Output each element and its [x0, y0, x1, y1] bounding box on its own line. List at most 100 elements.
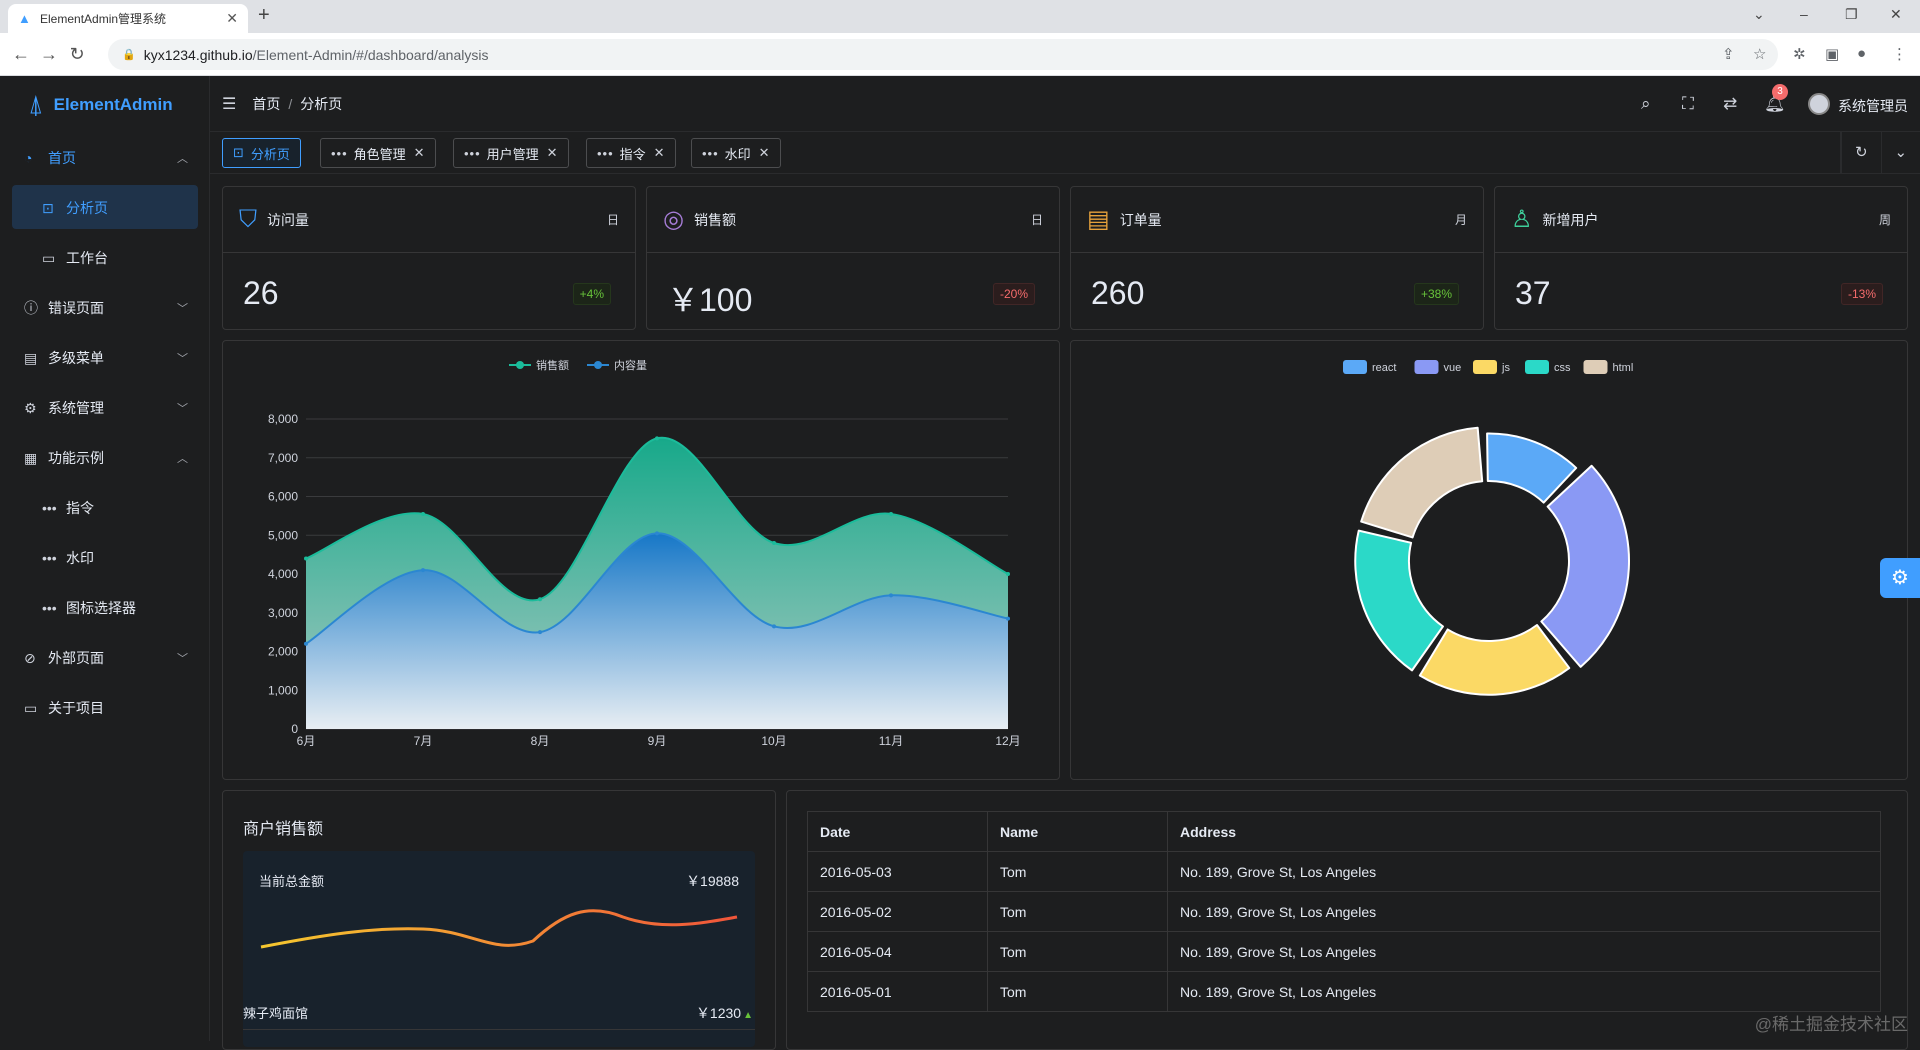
close-tab-icon[interactable]: ✕ — [226, 10, 238, 27]
stat-card-orders: ▤订单量月 260 +38% — [1070, 186, 1484, 330]
close-icon[interactable]: ✕ — [654, 145, 665, 161]
language-icon[interactable]: ⇄ — [1723, 94, 1737, 114]
chevron-down-icon: ﹀ — [177, 650, 188, 666]
cell-address: No. 189, Grove St, Los Angeles — [1168, 892, 1881, 932]
stat-title: 新增用户 — [1543, 210, 1599, 230]
column-header-name[interactable]: Name — [988, 812, 1168, 852]
more-icon: ••• — [42, 500, 60, 516]
breadcrumb-home[interactable]: 首页 — [252, 96, 280, 112]
close-window-icon[interactable]: ✕ — [1890, 6, 1902, 23]
username[interactable]: 系统管理员 — [1838, 96, 1908, 116]
refresh-icon[interactable]: ↻ — [1841, 132, 1881, 174]
stat-period: 月 — [1455, 211, 1467, 228]
stat-title: 访问量 — [267, 210, 309, 230]
y-tick-label: 6,000 — [268, 490, 298, 504]
sidebar-item-label: 首页 — [48, 148, 76, 168]
cell-date: 2016-05-02 — [808, 892, 988, 932]
forward-icon[interactable]: → — [36, 44, 62, 65]
sidebar-item-home[interactable]: ◔首页︿ — [0, 133, 210, 183]
tag-label: 角色管理 — [354, 144, 406, 163]
x-tick-label: 8月 — [531, 734, 550, 748]
sidebar-item-label: 错误页面 — [48, 298, 104, 318]
close-icon[interactable]: ✕ — [414, 145, 425, 161]
address-bar[interactable]: 🔒 kyx1234.github.io/Element-Admin/#/dash… — [108, 39, 1778, 70]
sparkline-path — [261, 911, 737, 947]
sidebar-item-external[interactable]: ⊘外部页面﹀ — [0, 633, 210, 683]
column-header-date[interactable]: Date — [808, 812, 988, 852]
legend-swatch — [1473, 360, 1497, 374]
stat-change: +4% — [573, 283, 611, 305]
sidebar-item-directive[interactable]: •••指令 — [0, 483, 210, 533]
close-icon[interactable]: ✕ — [547, 145, 558, 161]
star-icon[interactable]: ☆ — [1753, 45, 1766, 63]
menu-icon[interactable]: ⋮ — [1892, 45, 1907, 63]
avatar[interactable] — [1808, 93, 1830, 115]
data-point — [304, 642, 308, 646]
share-icon[interactable]: ⇪ — [1722, 45, 1735, 63]
x-tick-label: 10月 — [761, 734, 786, 748]
stat-card-new-users: ♙新增用户周 37 -13% — [1494, 186, 1908, 330]
legend-marker — [594, 361, 602, 369]
sidebar-item-workbench[interactable]: ▭工作台 — [0, 233, 210, 283]
stat-value: ￥100 — [667, 275, 752, 321]
sidebar-item-icon-picker[interactable]: •••图标选择器 — [0, 583, 210, 633]
sidebar-item-system[interactable]: ⚙系统管理﹀ — [0, 383, 210, 433]
sidebar-item-examples[interactable]: ▦功能示例︿ — [0, 433, 210, 483]
sidebar-item-multilevel-menu[interactable]: ▤多级菜单﹀ — [0, 333, 210, 383]
data-point — [772, 624, 776, 628]
x-tick-label: 6月 — [297, 734, 316, 748]
sidebar-item-about[interactable]: ▭关于项目 — [0, 683, 210, 733]
collapse-menu-icon[interactable]: ☰ — [222, 94, 236, 114]
sidepanel-icon[interactable]: ▣ — [1825, 45, 1839, 63]
fullscreen-icon[interactable]: ⛶ — [1682, 94, 1694, 114]
tag-analysis[interactable]: ⊡分析页 — [222, 138, 301, 168]
stat-card-visits: ⛉访问量日 26 +4% — [222, 186, 636, 330]
new-tab-button[interactable]: + — [258, 4, 270, 27]
column-header-address[interactable]: Address — [1168, 812, 1881, 852]
back-icon[interactable]: ← — [8, 44, 34, 65]
cell-address: No. 189, Grove St, Los Angeles — [1168, 932, 1881, 972]
sidebar-item-analysis[interactable]: ⊡分析页 — [0, 183, 210, 233]
stat-card-sales: ◎销售额日 ￥100 -20% — [646, 186, 1060, 330]
reload-icon[interactable]: ↻ — [64, 44, 90, 65]
legend-swatch — [1525, 360, 1549, 374]
extensions-icon[interactable]: ✲ — [1793, 45, 1806, 63]
lifebuoy-icon: ◎ — [663, 205, 684, 234]
legend-label: react — [1372, 362, 1396, 374]
stat-change: -13% — [1841, 283, 1883, 305]
sidebar-item-label: 分析页 — [66, 198, 108, 218]
sidebar-item-watermark[interactable]: •••水印 — [0, 533, 210, 583]
shop-value-text: ￥1230 — [696, 1005, 741, 1021]
browser-tab[interactable]: ▲ ElementAdmin管理系统 ✕ — [8, 4, 248, 33]
logo[interactable]: ⍋ ElementAdmin — [0, 76, 209, 134]
profile-icon[interactable]: ● — [1857, 45, 1866, 62]
restore-icon[interactable]: ❐ — [1845, 6, 1858, 23]
element-logo-icon: ▲ — [18, 12, 32, 26]
chevron-down-icon[interactable]: ⌄ — [1753, 6, 1765, 23]
warning-icon: ⓘ — [24, 298, 42, 318]
sidebar-item-label: 多级菜单 — [48, 348, 104, 368]
search-icon[interactable]: ⌕ — [1641, 94, 1651, 114]
chevron-down-icon[interactable]: ⌄ — [1881, 132, 1920, 174]
tag-user-management[interactable]: •••用户管理✕ — [453, 138, 569, 168]
pie-slice-html — [1361, 428, 1482, 538]
legend-marker — [516, 361, 524, 369]
document-icon: ▤ — [1087, 205, 1110, 234]
lock-icon: 🔒 — [122, 48, 136, 61]
y-tick-label: 4,000 — [268, 567, 298, 581]
more-icon: ••• — [42, 600, 60, 616]
settings-drawer-button[interactable]: ⚙ — [1880, 558, 1920, 598]
browser-toolbar: ← → ↻ 🔒 kyx1234.github.io/Element-Admin/… — [0, 33, 1920, 76]
tag-watermark[interactable]: •••水印✕ — [691, 138, 781, 168]
close-icon[interactable]: ✕ — [759, 145, 770, 161]
tag-directive[interactable]: •••指令✕ — [586, 138, 676, 168]
tag-role-management[interactable]: •••角色管理✕ — [320, 138, 436, 168]
minimize-icon[interactable]: – — [1800, 6, 1808, 22]
link-icon: ⊘ — [24, 650, 42, 667]
